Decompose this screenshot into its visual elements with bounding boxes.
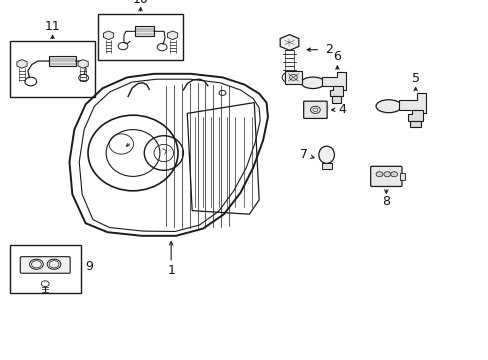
Text: 11: 11 [44,21,61,33]
Text: 1: 1 [167,264,175,277]
Text: 10: 10 [132,0,148,6]
Polygon shape [331,96,341,103]
Polygon shape [398,93,426,113]
Polygon shape [167,31,177,40]
Text: 9: 9 [85,260,93,273]
FancyBboxPatch shape [49,55,76,66]
Text: 3: 3 [312,78,320,91]
Polygon shape [17,59,27,68]
Polygon shape [103,31,113,40]
FancyBboxPatch shape [20,257,70,273]
Circle shape [383,172,390,177]
Ellipse shape [375,100,401,113]
Text: 6: 6 [333,50,341,63]
Text: 2: 2 [324,43,332,56]
Text: 5: 5 [411,72,419,85]
Ellipse shape [301,77,324,89]
Polygon shape [284,71,302,84]
FancyBboxPatch shape [134,26,154,36]
Polygon shape [407,110,422,121]
Text: 4: 4 [338,103,346,116]
FancyBboxPatch shape [370,166,401,186]
Polygon shape [78,59,88,68]
FancyBboxPatch shape [321,163,331,169]
Ellipse shape [318,146,334,163]
Polygon shape [321,72,346,90]
FancyBboxPatch shape [399,173,404,180]
Polygon shape [329,86,343,96]
Polygon shape [409,121,420,127]
FancyBboxPatch shape [303,101,326,118]
Polygon shape [280,35,298,50]
Text: 8: 8 [382,195,389,208]
Circle shape [390,172,397,177]
Text: 7: 7 [300,148,307,161]
Circle shape [375,172,382,177]
Circle shape [282,72,296,83]
